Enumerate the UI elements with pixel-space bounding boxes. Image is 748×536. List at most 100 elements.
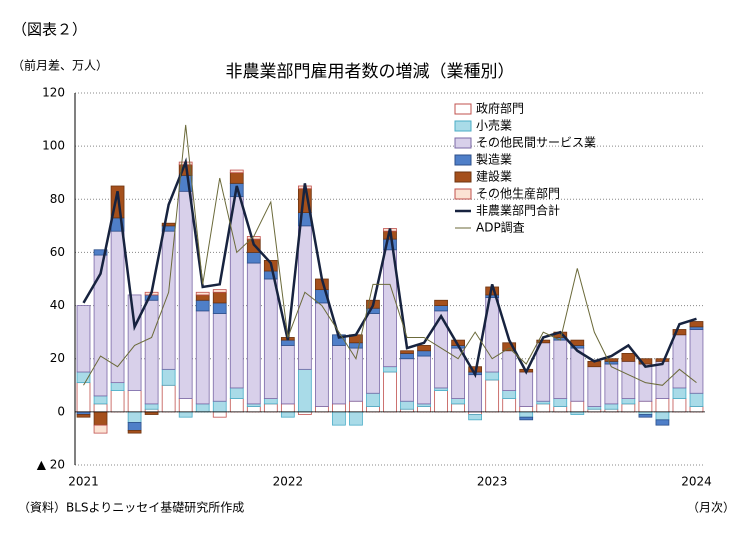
legend-label: 製造業	[476, 153, 512, 167]
bar-segment	[315, 406, 329, 413]
bar-segment	[332, 345, 346, 405]
x-tick-label: 2021	[68, 475, 99, 489]
bar-segment	[604, 358, 619, 362]
bar-segment	[519, 411, 534, 418]
bar-segment	[76, 414, 91, 418]
bar-segment	[502, 342, 517, 352]
bar-segment	[178, 190, 193, 399]
bar-segment	[519, 416, 534, 421]
bar-segment	[553, 339, 568, 399]
y-tick-label: 60	[50, 245, 65, 259]
bar-segment	[280, 339, 295, 346]
bar-segment	[689, 329, 704, 394]
line-series	[83, 124, 697, 386]
bar-segment	[502, 398, 517, 413]
bar-segment	[315, 302, 329, 407]
legend-label: ADP調査	[476, 221, 525, 235]
bar-segment	[212, 313, 227, 402]
bar-segment	[468, 414, 483, 421]
bar-segment	[178, 398, 193, 413]
bar-segment	[76, 382, 91, 413]
bar-segment	[229, 196, 244, 389]
bar-segment	[93, 249, 108, 256]
bar-segment	[519, 406, 534, 413]
bar-segment	[212, 302, 227, 314]
bar-segment	[570, 400, 585, 413]
bar-segment	[178, 411, 193, 418]
bar-segment	[366, 406, 380, 413]
y-tick-label: 0	[57, 404, 65, 418]
figure-number: （図表２）	[12, 21, 87, 39]
y-tick-label: 120	[42, 86, 65, 100]
bar-segment	[638, 358, 653, 365]
bar-segment	[246, 262, 261, 405]
bar-segment	[689, 392, 704, 407]
bar-segment	[417, 345, 431, 352]
bar-segment	[263, 398, 278, 405]
x-axis-label: （月次）	[687, 501, 735, 515]
bar-segment	[502, 350, 517, 392]
y-axis-label: （前月差、万人）	[12, 58, 108, 73]
bar-segment	[485, 371, 500, 381]
bar-segment	[93, 411, 108, 426]
bar-segment	[553, 406, 568, 413]
bar-segment	[400, 400, 414, 410]
y-tick-label: 40	[50, 298, 65, 312]
bar-segment	[655, 360, 670, 399]
bar-segment	[689, 321, 704, 328]
bar-segment	[349, 411, 363, 426]
bar-segment	[655, 411, 670, 421]
bar-segment	[229, 387, 244, 399]
bar-segment	[655, 419, 670, 426]
bar-segment	[604, 363, 619, 405]
bar-segment	[383, 371, 397, 413]
bar-segment	[417, 355, 431, 405]
bar-segment	[536, 342, 551, 402]
legend-swatch	[454, 103, 472, 115]
bar-segment	[229, 169, 244, 174]
bar-segment	[93, 254, 108, 397]
bar-segment	[110, 230, 125, 384]
chart-title: 非農業部門雇用者数の増減（業種別）	[226, 62, 515, 82]
bar-segment	[127, 411, 142, 423]
bar-segment	[297, 225, 312, 370]
bar-segment	[604, 403, 619, 410]
bar-segment	[161, 384, 176, 413]
bar-segment	[280, 345, 295, 405]
line-series	[82, 157, 697, 379]
legend-label: 小売業	[476, 118, 512, 133]
bar-segment	[689, 406, 704, 413]
legend-label: その他民間サービス業	[476, 136, 596, 150]
legend-swatch	[454, 154, 472, 166]
bar-segment	[434, 305, 448, 312]
bar-segment	[332, 403, 346, 413]
bar-segment	[127, 390, 142, 413]
bar-segment	[263, 278, 278, 399]
bar-segment	[297, 368, 312, 413]
bar-segment	[672, 398, 687, 413]
bar-segment	[434, 390, 448, 413]
bar-segment	[195, 291, 210, 296]
bar-segment	[212, 291, 227, 304]
source-note: （資料）BLSよりニッセイ基礎研究所作成	[18, 500, 244, 515]
legend-label: 政府部門	[476, 101, 524, 116]
bar-segment	[672, 329, 687, 336]
bar-segment	[144, 299, 159, 405]
bar-segment	[127, 430, 142, 434]
bar-segment	[587, 366, 602, 407]
legend-swatch	[454, 171, 472, 183]
bar-segment	[468, 374, 483, 413]
bar-segment	[161, 368, 176, 386]
bar-segment	[280, 411, 295, 418]
bar-segment	[638, 414, 653, 418]
bar-segment	[127, 422, 142, 431]
bar-segment	[144, 403, 159, 410]
y-tick-label: 80	[50, 192, 65, 206]
bar-segment	[349, 400, 363, 413]
bar-segment	[246, 406, 261, 413]
bar-segment	[195, 299, 210, 312]
bar-segment	[672, 334, 687, 389]
bar-segment	[349, 347, 363, 402]
bar-segment	[195, 294, 210, 301]
y-tick-label: 20	[50, 351, 65, 365]
